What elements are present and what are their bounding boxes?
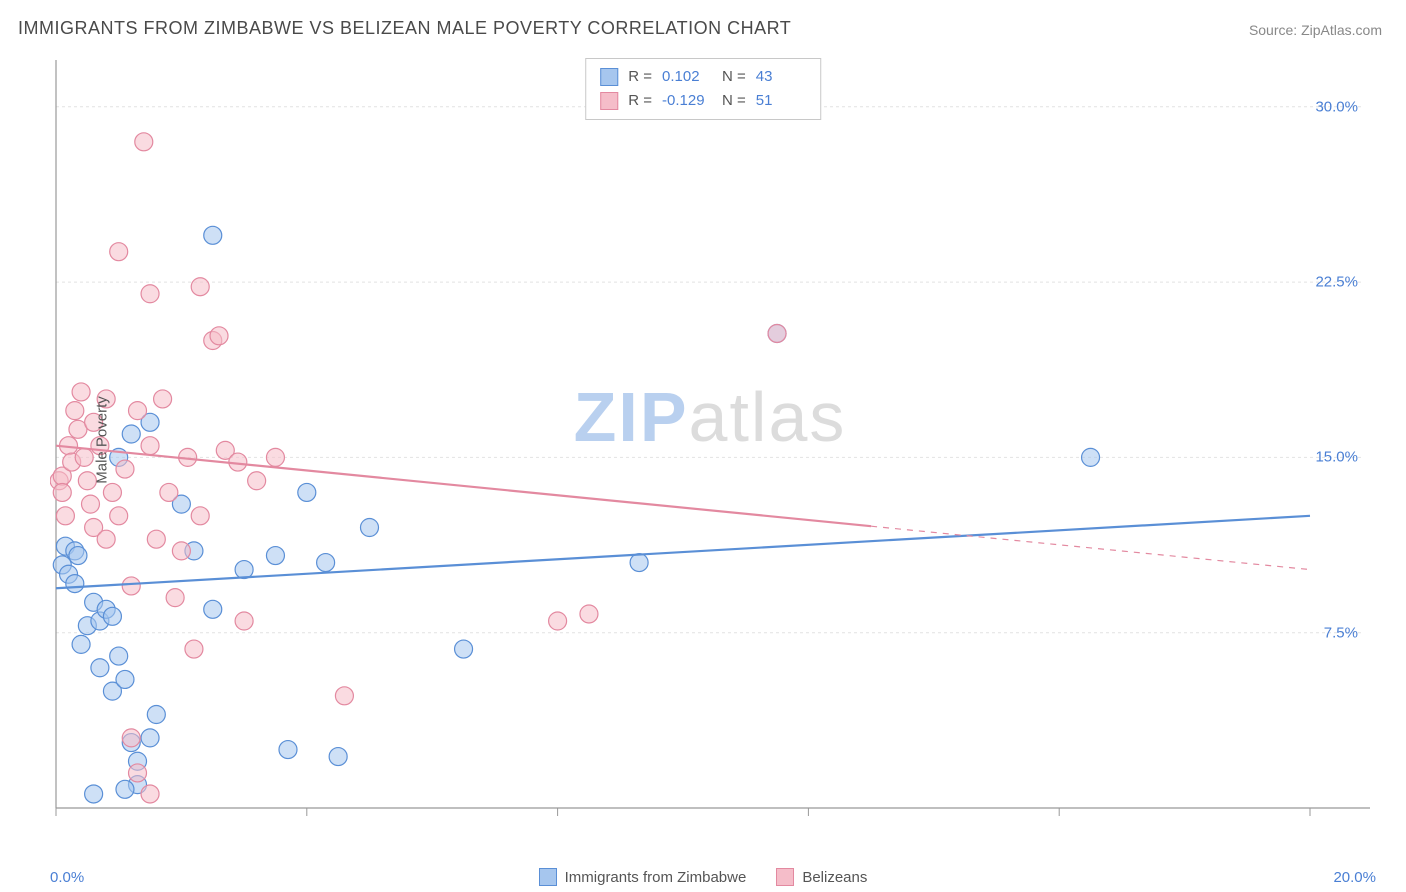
legend-swatch — [776, 868, 794, 886]
legend-row: R = 0.102 N = 43 — [600, 65, 806, 89]
plot-area: ZIPatlas Male Poverty 7.5%15.0%22.5%30.0… — [50, 60, 1370, 820]
n-value: 43 — [756, 65, 806, 89]
chart-container: IMMIGRANTS FROM ZIMBABWE VS BELIZEAN MAL… — [0, 0, 1406, 892]
n-label: N = — [722, 89, 746, 113]
source-label: Source: ZipAtlas.com — [1249, 22, 1382, 38]
legend-item: Immigrants from Zimbabwe — [539, 868, 747, 886]
y-tick-label: 15.0% — [1315, 449, 1358, 466]
r-value: -0.129 — [662, 89, 712, 113]
legend-item: Belizeans — [776, 868, 867, 886]
legend-swatch — [600, 92, 618, 110]
y-tick-label: 30.0% — [1315, 98, 1358, 115]
correlation-legend: R = 0.102 N = 43 R = -0.129 N = 51 — [585, 58, 821, 120]
series-legend: Immigrants from Zimbabwe Belizeans — [0, 868, 1406, 886]
scatter-plot-svg — [50, 60, 1370, 820]
r-label: R = — [628, 89, 652, 113]
legend-swatch — [600, 68, 618, 86]
y-tick-label: 22.5% — [1315, 274, 1358, 291]
r-value: 0.102 — [662, 65, 712, 89]
r-label: R = — [628, 65, 652, 89]
legend-label: Belizeans — [802, 869, 867, 886]
y-axis-label: Male Poverty — [93, 396, 110, 484]
n-value: 51 — [756, 89, 806, 113]
y-tick-label: 7.5% — [1324, 624, 1358, 641]
legend-row: R = -0.129 N = 51 — [600, 89, 806, 113]
legend-label: Immigrants from Zimbabwe — [565, 869, 747, 886]
n-label: N = — [722, 65, 746, 89]
legend-swatch — [539, 868, 557, 886]
chart-title: IMMIGRANTS FROM ZIMBABWE VS BELIZEAN MAL… — [18, 18, 791, 39]
